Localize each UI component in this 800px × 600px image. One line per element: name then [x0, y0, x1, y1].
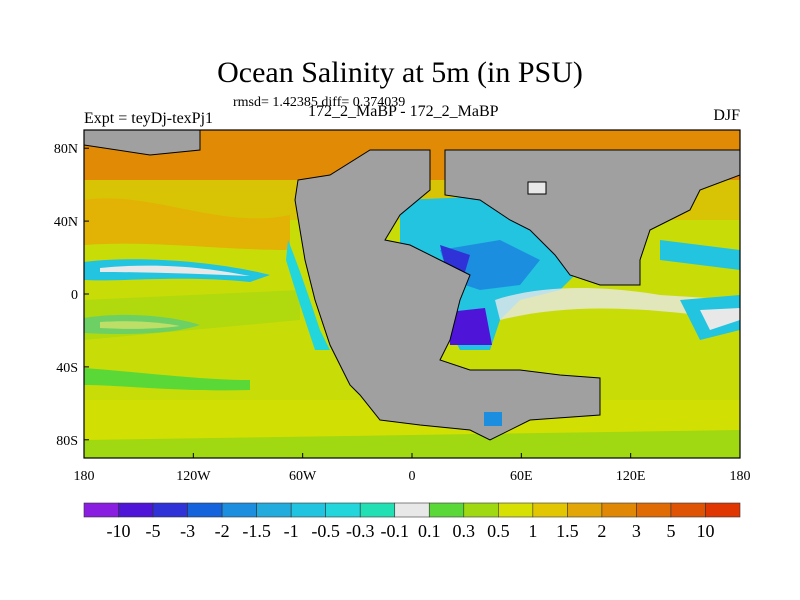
chart-title: Ocean Salinity at 5m (in PSU): [217, 56, 583, 89]
colorbar-label: 10: [696, 521, 714, 541]
experiment-label: Expt = teyDj-texPj1: [84, 110, 214, 127]
stats-label: rmsd= 1.42385 diff= 0.374039: [233, 95, 406, 110]
colorbar-swatch: [705, 502, 741, 518]
colorbar-swatch: [670, 502, 706, 518]
colorbar-label: 0.3: [453, 521, 476, 541]
colorbar-swatch: [601, 502, 637, 518]
colorbar-label: 0.5: [487, 521, 510, 541]
x-tick-label: 180: [74, 469, 95, 484]
colorbar-swatch: [221, 502, 257, 518]
land-east: [444, 149, 740, 286]
colorbar-swatch: [636, 502, 672, 518]
y-tick-label: 80S: [56, 434, 78, 449]
colorbar-label: -0.3: [346, 521, 375, 541]
colorbar-swatch: [152, 502, 188, 518]
colorbar-swatch: [290, 502, 326, 518]
colorbar-swatch: [83, 502, 119, 518]
colorbar-label: -1.5: [242, 521, 271, 541]
case-label: 172_2_MaBP - 172_2_MaBP: [308, 103, 499, 120]
x-tick-label: 60W: [289, 469, 317, 484]
colorbar-swatch: [118, 502, 154, 518]
colorbar-label: -0.5: [311, 521, 340, 541]
y-tick-label: 40N: [54, 215, 78, 230]
map-field: [84, 130, 740, 458]
colorbar-label: 3: [632, 521, 641, 541]
colorbar-label: -10: [107, 521, 131, 541]
x-tick-label: 120W: [176, 469, 211, 484]
colorbar-swatch: [498, 502, 534, 518]
y-tick-label: 80N: [54, 142, 78, 157]
colorbar-swatch: [359, 502, 396, 518]
x-tick-label: 60E: [510, 469, 533, 484]
colorbar-swatch: [187, 502, 223, 518]
colorbar-label: -0.1: [380, 521, 409, 541]
colorbar-label: 0.1: [418, 521, 441, 541]
colorbar-swatch: [567, 502, 603, 518]
x-tick-label: 120E: [616, 469, 646, 484]
colorbar-label: -1: [284, 521, 299, 541]
land-west: [294, 149, 601, 441]
y-tick-label: 40S: [56, 361, 78, 376]
colorbar-label: 1: [528, 521, 537, 541]
colorbar-swatch: [463, 502, 499, 518]
season-label: DJF: [713, 107, 740, 124]
x-tick-label: 180: [730, 469, 751, 484]
x-tick-label: 0: [409, 469, 416, 484]
colorbar-label: 1.5: [556, 521, 579, 541]
colorbar-swatch: [325, 502, 361, 518]
colorbar-label: -5: [146, 521, 161, 541]
colorbar-label: -3: [180, 521, 195, 541]
y-tick-label: 0: [71, 288, 78, 303]
colorbar-swatch: [532, 502, 568, 518]
colorbar-label: 5: [666, 521, 675, 541]
colorbar-label: -2: [215, 521, 230, 541]
colorbar-swatch: [428, 502, 465, 518]
colorbar-label: 2: [597, 521, 606, 541]
colorbar-swatch: [394, 502, 430, 518]
colorbar-swatch: [256, 502, 292, 518]
